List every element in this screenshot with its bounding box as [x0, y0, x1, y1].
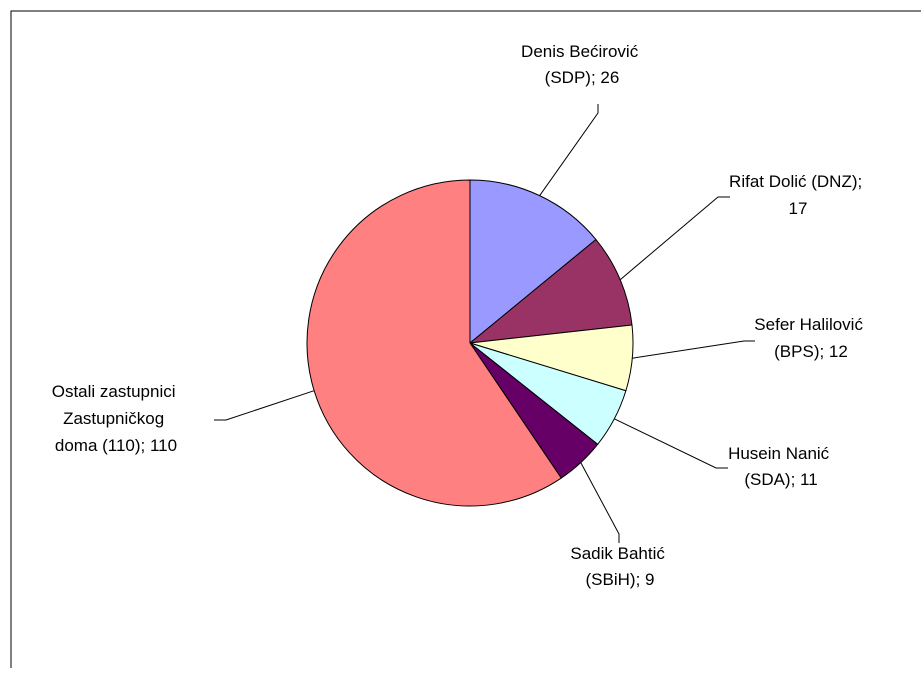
- leader-line-rifat-dolic-dnz: [619, 196, 730, 281]
- pie-slice-ostali-zastupnici: [306, 179, 562, 507]
- chart-area-border: [10, 10, 921, 668]
- pie-slices: [306, 179, 634, 507]
- leader-line-denis-becirovic: [539, 104, 599, 196]
- slice-label-ostali-zastupnici: Ostali zastupnici Zastupničkog doma (110…: [52, 382, 181, 455]
- slice-label-denis-becirovic: Denis Bećirović (SDP); 26: [521, 42, 643, 87]
- slice-label-husein-nanic: Husein Nanić (SDA); 11: [728, 444, 834, 489]
- pie-slice-denis-becirovic: [469, 179, 597, 345]
- slice-label-sadik-bahtic: Sadik Bahtić (SBiH); 9: [570, 544, 669, 589]
- leader-line-ostali-zastupnici: [214, 390, 315, 421]
- leader-lines: [214, 104, 755, 543]
- slice-labels: Denis Bećirović (SDP); 26 Rifat Dolić (D…: [52, 42, 867, 589]
- slice-label-rifat-dolic: Rifat Dolić (DNZ); 17: [729, 172, 867, 218]
- slice-label-sefer-halilovic: Sefer Halilović (BPS); 12: [754, 315, 867, 361]
- leader-line-sadik-bahtic: [580, 462, 620, 543]
- pie-slice-rifat-dolic-dnz: [468, 238, 633, 344]
- leader-line-sefer-halilovic: [632, 340, 755, 359]
- leader-line-husein-nanic: [614, 418, 728, 469]
